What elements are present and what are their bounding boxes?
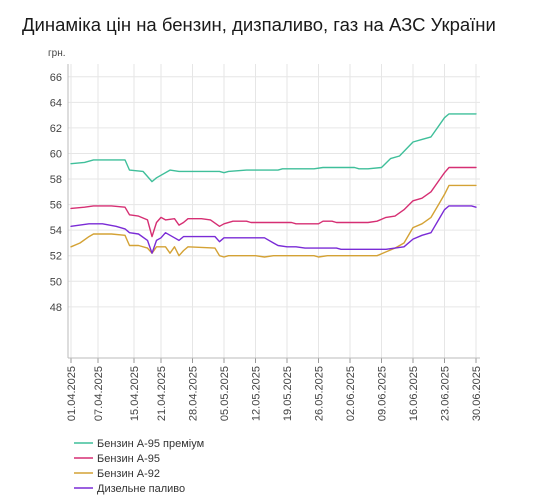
series-line-2: [70, 184, 477, 258]
x-tick-label: 07.04.2025: [93, 366, 105, 421]
x-tick-label: 16.06.2025: [408, 366, 420, 421]
x-tick-label: 26.05.2025: [314, 366, 326, 421]
x-tick-label: 01.04.2025: [66, 366, 78, 421]
y-tick-label: 48: [50, 302, 62, 314]
x-tick-label: 30.06.2025: [471, 366, 483, 421]
x-tick-label: 15.04.2025: [129, 366, 141, 421]
y-tick-label: 58: [50, 174, 62, 186]
x-tick-label: 02.06.2025: [345, 366, 357, 421]
y-tick-label: 56: [50, 200, 62, 212]
y-axis-unit-label: грн.: [48, 48, 66, 59]
x-axis-ticks: 01.04.2025 07.04.2025 15.04.2025 21.04.2025…: [66, 358, 483, 421]
chart-axes: [67, 64, 480, 359]
x-tick-label: 12.05.2025: [251, 366, 263, 421]
y-tick-label: 66: [50, 72, 62, 84]
chart-legend: Бензин А-95 преміум Бензин А-95 Бензин А-9…: [74, 438, 204, 495]
series-line-0: [70, 113, 477, 183]
chart-grid: [68, 64, 480, 358]
y-tick-label: 54: [50, 225, 62, 237]
y-axis-ticks: 48 50 52 54 56 58 60 62 64 66: [50, 72, 62, 314]
x-tick-label: 23.06.2025: [440, 366, 452, 421]
legend-label-0: Бензин А-95 преміум: [97, 438, 204, 450]
y-tick-label: 64: [50, 97, 62, 109]
legend-label-1: Бензин А-95: [97, 453, 160, 465]
x-tick-label: 28.04.2025: [188, 366, 200, 421]
y-tick-label: 50: [50, 276, 62, 288]
chart-title: Динаміка цін на бензин, дизпаливо, газ н…: [22, 14, 496, 35]
x-tick-label: 21.04.2025: [156, 366, 168, 421]
y-tick-label: 60: [50, 148, 62, 160]
y-tick-label: 52: [50, 251, 62, 263]
x-tick-label: 09.06.2025: [377, 366, 389, 421]
x-tick-label: 05.05.2025: [219, 366, 231, 421]
x-tick-label: 19.05.2025: [282, 366, 294, 421]
series-line-1: [70, 166, 477, 238]
legend-label-3: Дизельне паливо: [97, 483, 185, 495]
chart-series: [70, 113, 477, 258]
series-line-3: [70, 205, 477, 254]
y-tick-label: 62: [50, 123, 62, 135]
legend-label-2: Бензин А-92: [97, 468, 160, 480]
